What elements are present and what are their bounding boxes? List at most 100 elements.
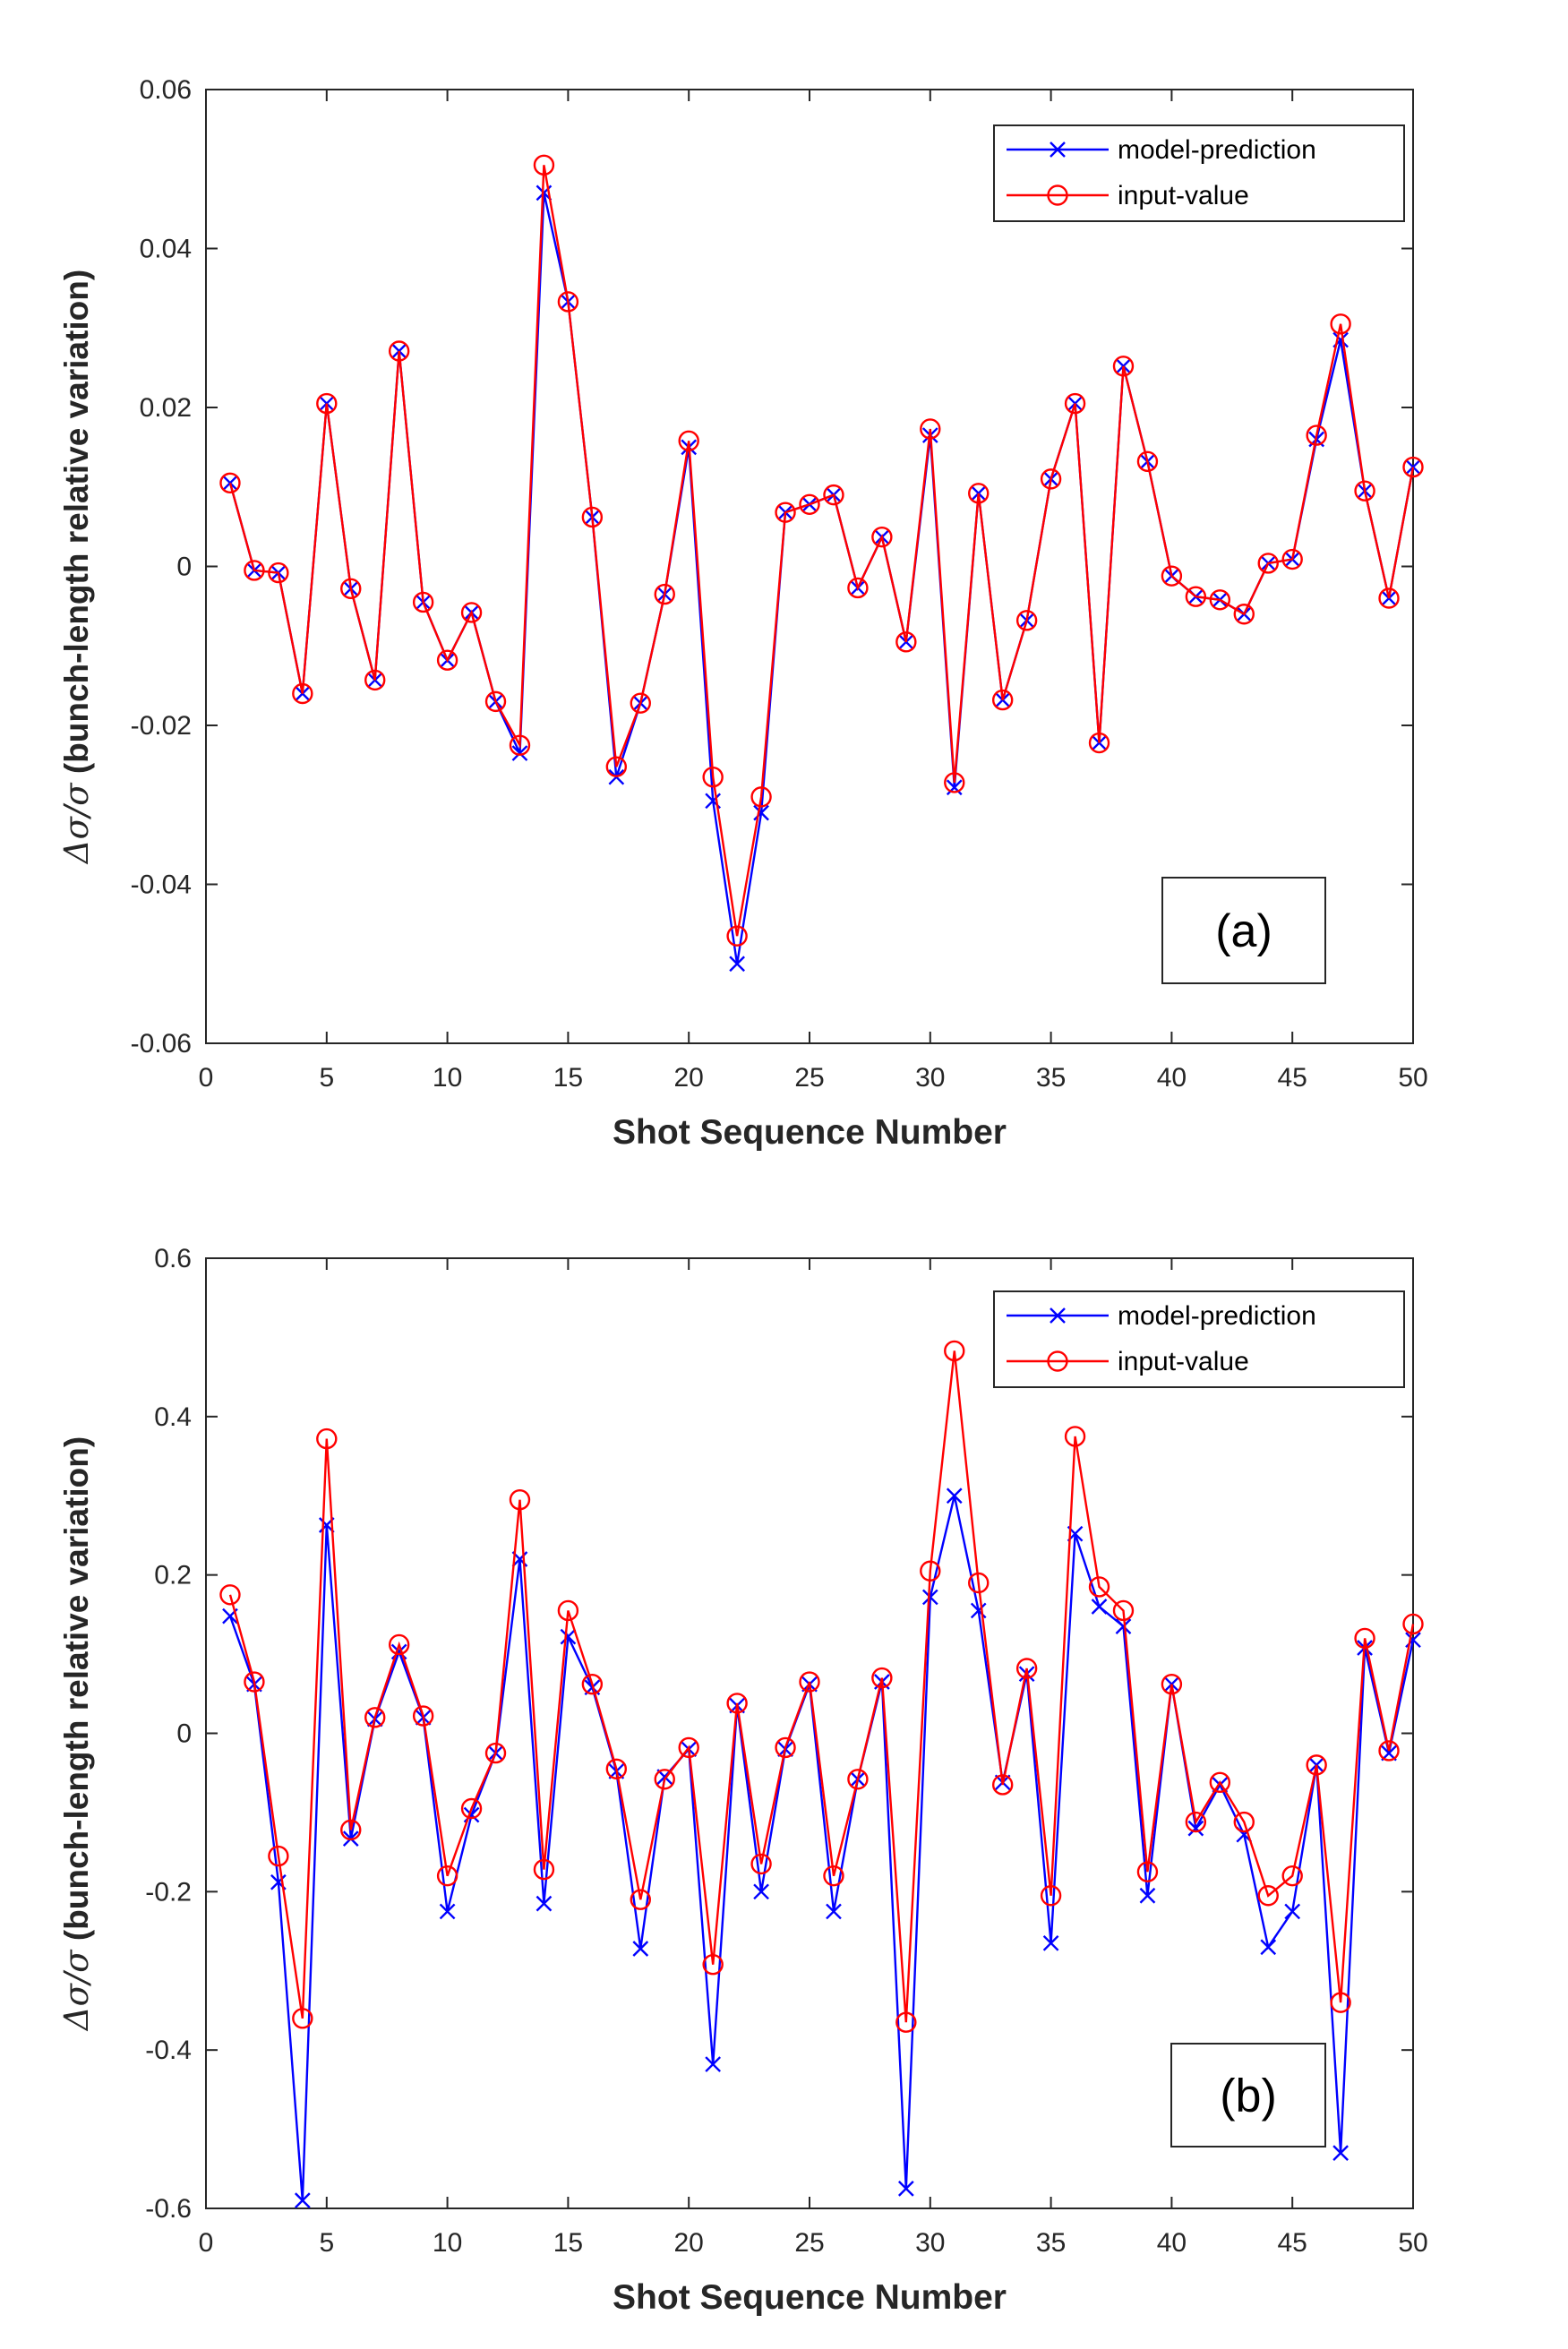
data-point-model-prediction [1115,1618,1132,1634]
data-point-input-value [775,1736,796,1759]
data-point-input-value [316,392,338,415]
data-point-input-value [1015,1658,1038,1679]
data-point-input-value [1257,1885,1279,1907]
data-point-input-value [581,1673,604,1695]
legend: model-prediction input-value [993,1290,1405,1388]
data-point-input-value [460,602,483,623]
data-point-input-value [557,291,579,313]
legend-label-model-prediction: model-prediction [1118,1301,1316,1331]
data-point-input-value [654,1769,675,1790]
series-line-input-value [228,1350,1415,2023]
chart-b: 0 5 10 15 20 25 30 35 40 45 50 -0.6 -0.4 -0.2 0 0.2 0.4 0… [57,1244,1428,2317]
data-point-input-value [895,2011,917,2033]
data-point-input-value [968,1572,990,1594]
data-point-input-value [364,669,386,691]
data-point-input-value [1136,1861,1159,1882]
data-point-input-value [799,1671,820,1693]
data-point-input-value [1209,589,1231,611]
data-point-input-value [509,1488,531,1511]
data-point-model-prediction [632,1941,649,1957]
data-point-input-value [1330,313,1351,335]
x-tick-label: 10 [433,1063,462,1093]
data-point-model-prediction [921,1589,938,1606]
data-point-model-prediction [439,1903,456,1920]
y-axis-label: Δσ/σ (bunch-length relative variation) [57,270,96,865]
x-axis-label: Shot Sequence Number [613,1113,1007,1152]
x-tick-label: 15 [553,2228,583,2258]
data-point-input-value [268,562,289,584]
data-point-input-value [1233,604,1255,625]
y-tick-label: 0.4 [154,1402,192,1432]
x-tick-label: 35 [1036,1063,1066,1093]
data-point-input-value [750,1853,772,1875]
panel-label: (a) [1215,905,1272,957]
data-point-input-value [340,578,362,600]
y-tick-label: -0.4 [145,2036,192,2065]
x-tick-label: 0 [199,1063,214,1093]
data-point-input-value [1064,392,1086,415]
data-point-input-value [1402,456,1424,478]
data-point-input-value [1112,356,1135,377]
data-point-input-value [1306,1754,1327,1776]
data-point-model-prediction [753,1883,769,1900]
data-point-model-prediction [826,1903,842,1920]
data-point-model-prediction [946,779,963,796]
data-point-input-value [1112,1599,1135,1622]
y-axis-label: Δσ/σ (bunch-length relative variation) [57,1436,96,2032]
legend-marker-model-prediction [1050,1307,1066,1324]
data-point-input-value [630,1889,651,1910]
data-point-input-value [244,1671,265,1693]
data-point-model-prediction [560,1628,577,1645]
data-point-input-value [775,502,796,523]
data-point-input-value [630,692,651,714]
y-tick-label: 0.04 [140,235,192,264]
legend-box [993,124,1405,222]
data-point-input-value [1306,424,1327,446]
x-tick-label: 45 [1278,1063,1307,1093]
data-point-input-value [1185,1811,1207,1833]
data-point-input-value [1281,1865,1303,1887]
data-point-model-prediction [511,745,528,761]
legend-label-input-value: input-value [1118,181,1249,210]
x-tick-label: 30 [915,2228,945,2258]
data-point-input-value [436,1865,458,1887]
data-point-input-value [412,1705,434,1727]
data-point-input-value [1281,548,1303,570]
data-point-input-value [1088,1576,1110,1598]
data-point-input-value [1161,1673,1183,1695]
data-point-model-prediction [1139,1887,1156,1904]
data-point-input-value [920,418,941,440]
data-point-model-prediction [946,1487,963,1505]
data-point-input-value [991,1774,1014,1796]
data-point-input-value [557,1599,579,1622]
data-point-input-value [388,1633,410,1656]
data-point-input-value [678,1736,699,1759]
x-tick-label: 20 [674,2228,704,2258]
x-tick-label: 35 [1036,2228,1066,2258]
data-point-input-value [750,786,772,808]
data-point-input-value [364,1707,386,1728]
y-tick-label: -0.06 [131,1029,192,1059]
x-tick-label: 0 [199,2228,214,2258]
data-point-input-value [1378,587,1400,609]
legend-marker-input-value [1047,1350,1068,1372]
data-point-input-value [1378,1740,1400,1762]
y-tick-label: -0.02 [131,711,192,741]
data-point-input-value [412,591,434,613]
data-point-model-prediction [729,956,745,973]
y-tick-label: -0.04 [131,870,192,900]
data-point-input-value [533,1858,555,1881]
x-tick-label: 10 [433,2228,462,2258]
y-axis-label-symbol: Δσ/σ [57,782,96,865]
data-point-input-value [871,526,893,548]
data-point-model-prediction [294,2192,311,2209]
panel-label-box [1161,877,1326,984]
data-point-input-value [268,1845,289,1867]
data-point-model-prediction [753,804,769,821]
data-point-input-value [1040,468,1062,490]
y-tick-label: 0.06 [140,75,192,105]
chart-a: 0 5 10 15 20 25 30 35 40 45 50 -0.06 -0.04 -0.02 0 0.02… [57,75,1428,1152]
data-point-input-value [1136,450,1159,473]
data-point-input-value [799,493,820,515]
data-point-input-value [1064,1426,1086,1447]
